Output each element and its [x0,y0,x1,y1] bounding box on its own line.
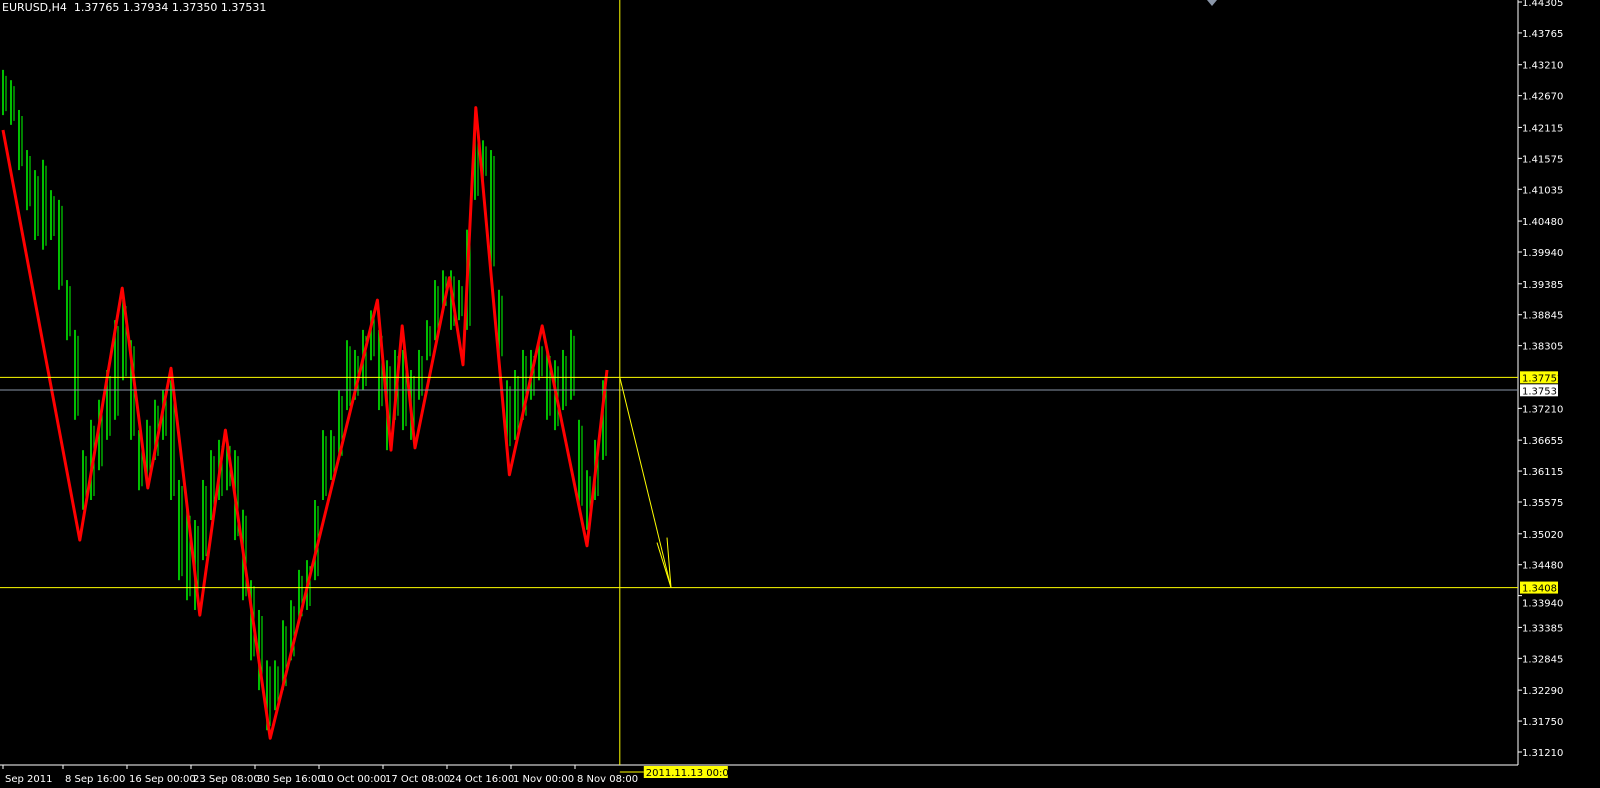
y-tick-label: 1.33940 [1522,599,1563,610]
price-label-bg [1520,371,1558,384]
x-tick-label: 1 Nov 00:00 [513,774,574,785]
y-tick-label: 1.33385 [1522,623,1563,634]
y-tick-label: 1.44305 [1522,0,1563,9]
arrow-head-icon [656,537,672,588]
y-tick-label: 1.41035 [1522,185,1563,196]
price-label: 1.37531 [1522,386,1563,397]
y-tick-label: 1.39385 [1522,280,1563,291]
y-tick-label: 1.36115 [1522,467,1563,478]
y-tick-label: 1.42115 [1522,123,1563,134]
price-label: 1.37752 [1522,373,1563,384]
y-tick-label: 1.32845 [1522,654,1563,665]
crosshair-time-label: 2011.11.13 00:00 [646,768,735,779]
y-tick-label: 1.40480 [1522,217,1563,228]
x-tick-label: 17 Oct 08:00 [385,774,450,785]
y-tick-label: 1.37210 [1522,404,1563,415]
y-tick-label: 1.36655 [1522,436,1563,447]
x-tick-label: Sep 2011 [5,774,52,785]
x-tick-label: 30 Sep 16:00 [257,774,324,785]
time-label-bg [643,766,728,778]
price-label-bg [1520,384,1558,397]
x-tick-label: 24 Oct 16:00 [449,774,514,785]
x-tick-label: 23 Sep 08:00 [193,774,260,785]
y-tick-label: 1.31750 [1522,717,1563,728]
x-tick-label: 8 Sep 16:00 [65,774,125,785]
chart-title: EURUSD,H4 1.37765 1.37934 1.37350 1.3753… [2,1,267,14]
x-tick-label: 8 Nov 08:00 [577,774,638,785]
forecast-arrow [619,377,672,588]
y-tick-label: 1.35575 [1522,498,1563,509]
x-tick-label: 10 Oct 00:00 [321,774,386,785]
y-tick-label: 1.39940 [1522,248,1563,259]
x-tick-label: 16 Sep 00:00 [129,774,196,785]
price-label-bg [1520,581,1558,594]
y-tick-label: 1.32290 [1522,686,1563,697]
y-tick-label: 1.41575 [1522,154,1563,165]
zigzag-line [1,106,609,740]
price-label: 1.34081 [1522,584,1563,595]
y-tick-label: 1.42670 [1522,92,1563,103]
scroll-marker-icon [1207,0,1217,6]
y-tick-label: 1.34480 [1522,561,1563,572]
y-tick-label: 1.38305 [1522,342,1563,353]
y-tick-label: 1.43210 [1522,61,1563,72]
y-tick-label: 1.35020 [1522,530,1563,541]
y-tick-label: 1.38845 [1522,311,1563,322]
y-tick-label: 1.31210 [1522,748,1563,759]
y-tick-label: 1.43765 [1522,29,1563,40]
